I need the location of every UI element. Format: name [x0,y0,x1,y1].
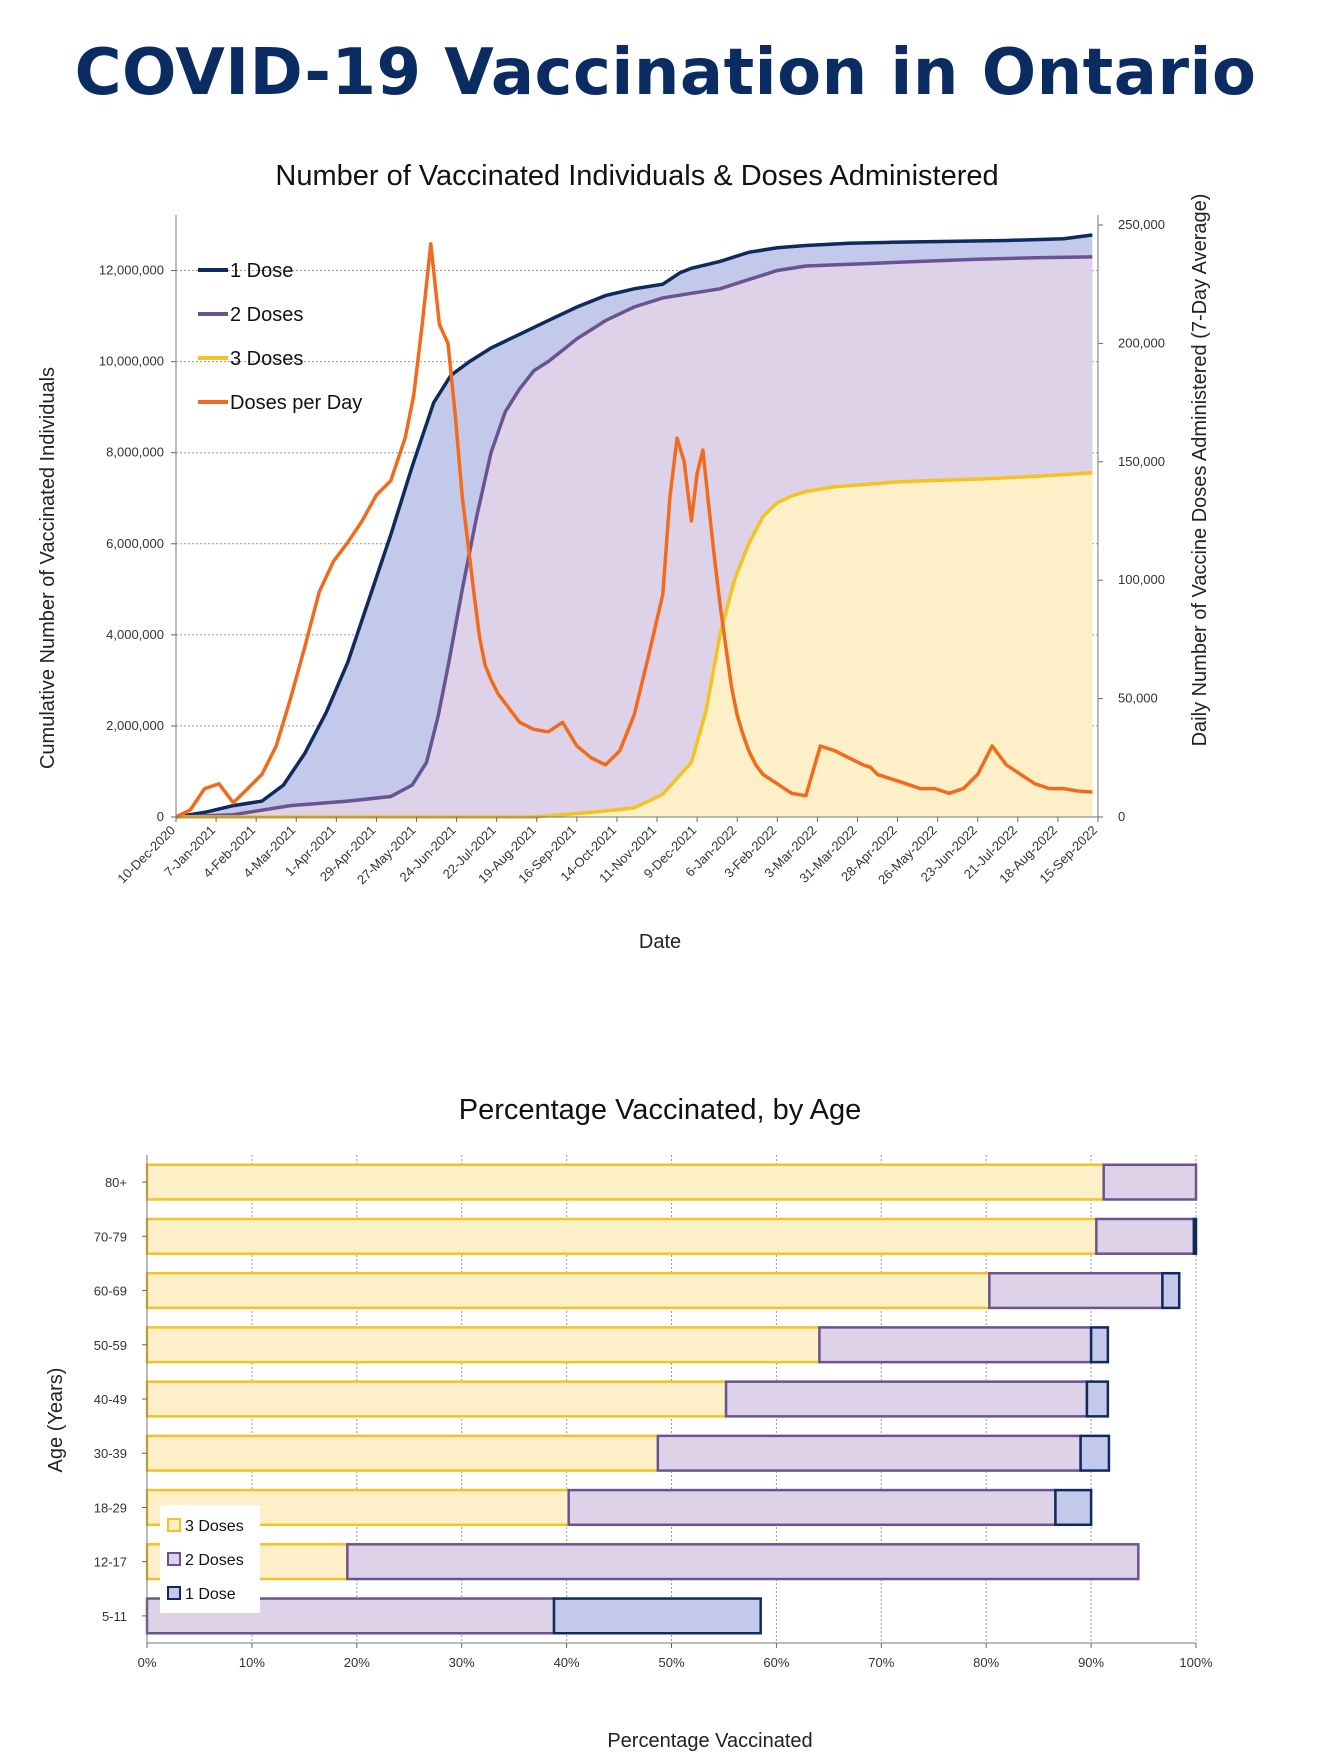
line-chart-x-axis-label: Date [639,931,681,953]
line-1-dose [175,233,1093,819]
bar-segment [145,1380,728,1418]
legend-label: 3 Doses [230,348,303,370]
y-tick-label: 12-17 [94,1555,127,1570]
legend-label: 2 Doses [230,304,303,326]
y-tick-label: 60-69 [94,1284,127,1299]
y-tick-label: 30-39 [94,1446,127,1461]
bar-segment [988,1271,1164,1310]
y2-tick-label: 150,000 [1118,454,1165,469]
x-tick-label: 80% [973,1655,999,1670]
legend-label: 1 Dose [185,1586,236,1603]
bar-chart-axes: 0% 10% 20% 30% 40% 50% 60% 70% 80% 90% 100% 80+ 70-7… [94,1155,1213,1670]
legend-label: 2 Doses [185,1552,244,1569]
line-2-doses [175,255,1093,819]
y2-tick-label: 250,000 [1118,217,1165,232]
y2-tick-label: 0 [1118,809,1125,824]
bar-segment [1192,1217,1198,1255]
bar-segment [346,1543,1140,1581]
legend-swatch [167,1518,181,1532]
y-tick-label: 80+ [105,1175,127,1190]
legend-label: 1 Dose [230,260,293,282]
bar-chart-title: Percentage Vaccinated, by Age [459,1094,862,1126]
y-tick-label: 5-11 [102,1609,127,1624]
x-tick-label: 60% [763,1655,789,1670]
y-tick-label: 8,000,000 [106,445,164,460]
line-chart-legend: 1 Dose 2 Doses 3 Doses Doses per Day [198,260,362,414]
bar-segment [1095,1217,1196,1255]
y2-tick-label: 50,000 [1118,691,1158,706]
bar-segment [567,1488,1057,1527]
x-tick-label: 100% [1179,1655,1213,1670]
x-tick-label: 0% [138,1655,157,1670]
bar-chart-y-axis-label: Age (Years) [45,1368,67,1473]
y-tick-label: 70-79 [94,1229,127,1244]
y-tick-label: 2,000,000 [106,718,164,733]
bar-segment [145,1217,1098,1255]
line-3-doses [176,470,1093,819]
bar-segment [145,1326,821,1364]
y-tick-label: 10,000,000 [99,354,164,369]
legend-label: Doses per Day [230,392,362,414]
x-tick-label: 30% [449,1655,475,1670]
bar-segment [552,1597,762,1635]
bar-segment [656,1434,1082,1472]
age-bar-chart: Percentage Vaccinated, by Age 0% 10% 20% 30… [45,1094,1213,1752]
y-tick-label: 0 [157,809,164,824]
line-chart-areas [176,235,1093,817]
y-tick-label: 40-49 [94,1392,127,1407]
line-doses-per-day [175,242,1093,819]
bar-chart-legend: 3 Doses 2 Doses 1 Dose [160,1505,260,1613]
bar-segment [1054,1488,1093,1527]
x-tick-label: 10% [239,1655,265,1670]
legend-label: 3 Doses [185,1518,244,1535]
bar-segment [1089,1326,1110,1364]
bar-segment [1079,1434,1111,1472]
y2-tick-label: 200,000 [1118,335,1165,350]
bar-segment [818,1326,1093,1364]
bar-segment [145,1271,991,1310]
bar-segment [724,1380,1089,1418]
line-chart-y2-axis-label: Daily Number of Vaccine Doses Administer… [1189,194,1211,747]
y-tick-label: 6,000,000 [106,536,164,551]
legend-swatch [167,1552,181,1566]
line-chart-lines [175,233,1093,819]
legend-swatch [167,1586,181,1600]
bar-chart-bars [145,1163,1198,1635]
x-tick-label: 40% [554,1655,580,1670]
x-tick-label: 20% [344,1655,370,1670]
x-tick-label: 90% [1078,1655,1104,1670]
line-chart-title: Number of Vaccinated Individuals & Doses… [275,160,998,192]
vaccination-line-chart: Number of Vaccinated Individuals & Doses… [37,160,1211,953]
area-3-doses [176,472,1093,817]
bar-segment [1102,1163,1198,1201]
page-title: COVID-19 Vaccination in Ontario [74,36,1257,110]
y-tick-label: 50-59 [94,1338,127,1353]
bar-chart-x-axis-label: Percentage Vaccinated [607,1730,812,1752]
x-tick-label: 70% [868,1655,894,1670]
y2-tick-label: 100,000 [1118,572,1165,587]
bar-segment [145,1434,660,1472]
y-tick-label: 4,000,000 [106,627,164,642]
y-tick-label: 12,000,000 [99,263,164,278]
y-tick-label: 18-29 [94,1500,127,1515]
bar-segment [145,1163,1105,1201]
bar-segment [1161,1271,1181,1310]
line-chart-y-axis-label: Cumulative Number of Vaccinated Individu… [37,367,59,769]
x-tick-label: 50% [658,1655,684,1670]
bar-segment [1085,1380,1110,1418]
